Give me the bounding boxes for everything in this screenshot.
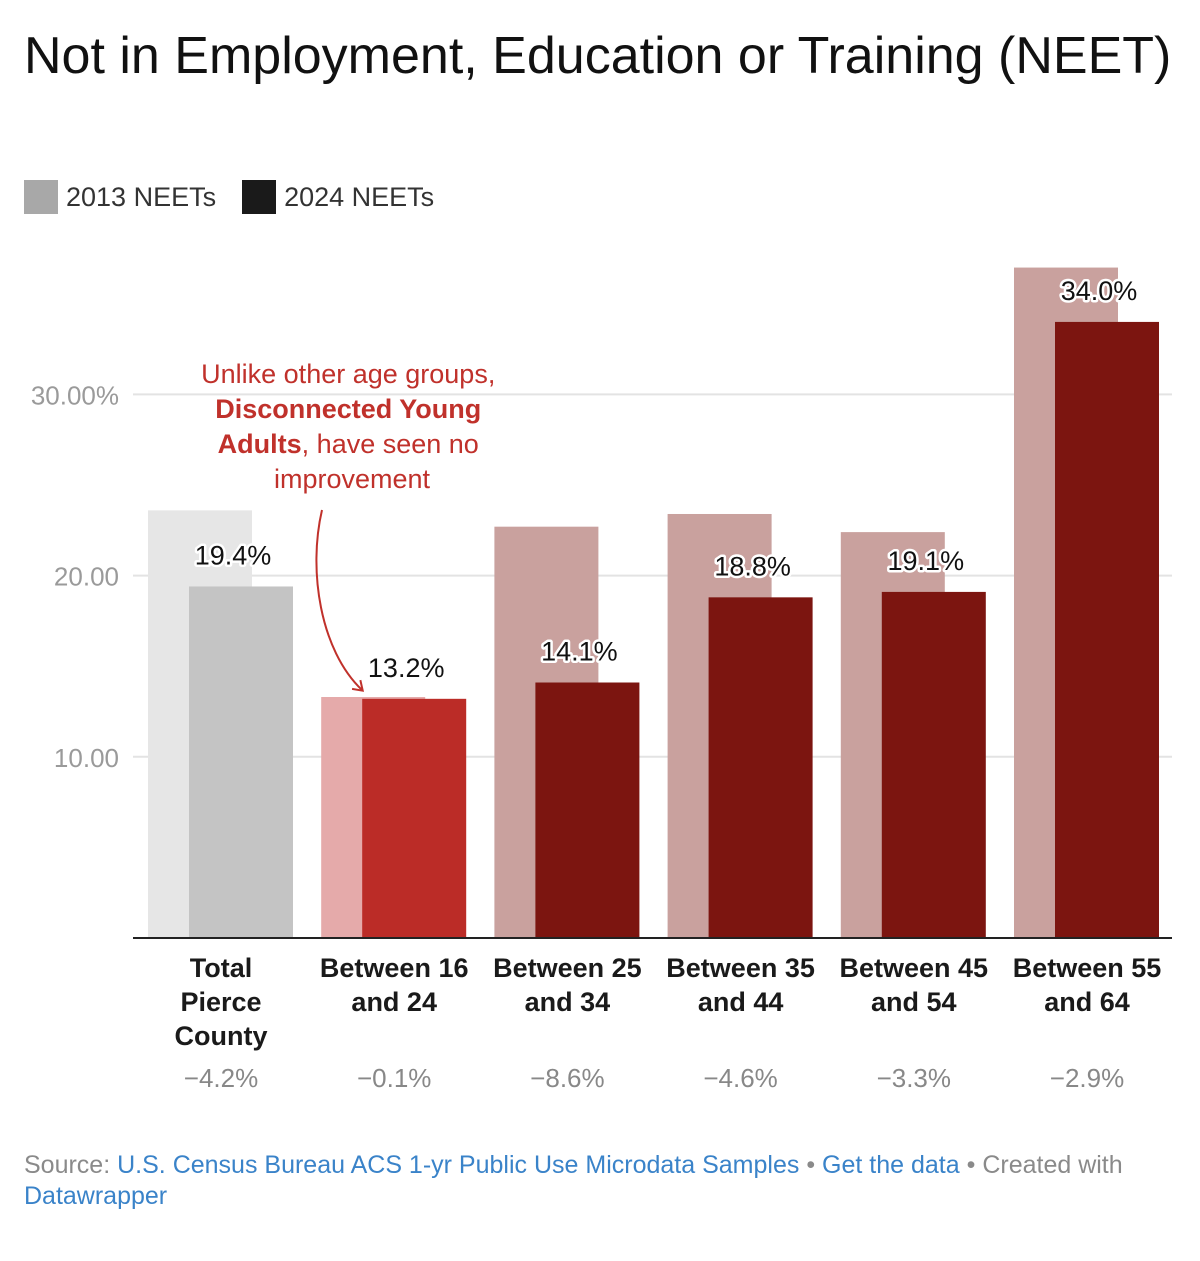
footer: Source: U.S. Census Bureau ACS 1-yr Publ… <box>24 1150 1174 1212</box>
x-tick-label: and 44 <box>698 987 784 1017</box>
legend-swatch-2024 <box>242 180 277 214</box>
annotation-line-1: Unlike other age groups, <box>201 359 495 389</box>
created-with-text: Created with <box>982 1151 1123 1179</box>
change-label: −8.6% <box>530 1063 604 1093</box>
data-label: 13.2% <box>368 653 445 683</box>
annotation-bold-2: Adults <box>218 429 302 459</box>
bar-2024 <box>189 586 293 938</box>
annotation-text: Unlike other age groups, Disconnected Yo… <box>201 359 503 494</box>
x-tick-label: Between 25 <box>493 953 642 983</box>
bar-2024 <box>535 682 640 938</box>
data-label: 19.4% <box>195 540 272 570</box>
x-tick-label: Between 16 <box>320 953 469 983</box>
data-label: 14.1% <box>541 637 618 667</box>
y-tick-label: 30.00% <box>31 380 119 410</box>
x-tick-label: Between 35 <box>666 953 815 983</box>
bars-layer <box>148 267 1159 938</box>
annotation-line-4: improvement <box>274 464 431 494</box>
x-tick-label: and 24 <box>351 987 437 1017</box>
x-tick-label: and 64 <box>1044 987 1130 1017</box>
x-tick-label: Total <box>190 953 253 983</box>
data-label: 18.8% <box>714 551 791 581</box>
annotation: Unlike other age groups, Disconnected Yo… <box>201 359 503 692</box>
data-label: 34.0% <box>1061 276 1138 306</box>
separator-dot: • <box>966 1151 976 1179</box>
legend-item-2024: 2024 NEETs <box>242 180 434 214</box>
chart-title: Not in Employment, Education or Training… <box>24 27 1172 85</box>
change-label: −0.1% <box>357 1063 431 1093</box>
bar-2024 <box>881 591 986 938</box>
x-tick-label: County <box>175 1021 268 1051</box>
change-label: −4.2% <box>184 1063 258 1093</box>
grid-layer: 10.00 20.00 30.00% <box>31 380 1172 773</box>
annotation-line-3-rest: , have seen no <box>302 429 479 459</box>
legend-item-2013: 2013 NEETs <box>24 180 216 214</box>
legend-swatch-2013 <box>24 180 58 214</box>
legend: 2013 NEETs 2024 NEETs <box>24 180 460 214</box>
x-tick-label: and 34 <box>525 987 611 1017</box>
legend-label-2024: 2024 NEETs <box>284 181 435 212</box>
source-link[interactable]: U.S. Census Bureau ACS 1-yr Public Use M… <box>117 1151 800 1179</box>
annotation-bold-text: Disconnected Young <box>215 394 481 424</box>
x-tick-label: Pierce <box>180 987 261 1017</box>
x-tick-label: Between 45 <box>840 953 989 983</box>
y-tick-label: 10.00 <box>54 743 119 773</box>
data-label: 19.1% <box>888 546 965 576</box>
separator-dot: • <box>806 1151 816 1179</box>
x-tick-label: and 54 <box>871 987 957 1017</box>
y-tick-label: 20.00 <box>54 562 119 592</box>
labels-layer: 19.4% Total Pierce County −4.2% 13.2% Between … <box>133 273 1172 1093</box>
bar-2024 <box>362 698 467 938</box>
source-prefix: Source: <box>24 1151 111 1179</box>
change-label: −2.9% <box>1050 1063 1124 1093</box>
bar-2024 <box>708 597 813 938</box>
annotation-line-3: Adults, have seen no <box>218 429 479 459</box>
get-data-link[interactable]: Get the data <box>822 1151 960 1179</box>
datawrapper-link[interactable]: Datawrapper <box>24 1182 168 1210</box>
change-label: −3.3% <box>877 1063 951 1093</box>
change-label: −4.6% <box>703 1063 777 1093</box>
x-tick-label: Between 55 <box>1013 953 1162 983</box>
bar-2024 <box>1055 321 1159 938</box>
legend-label-2013: 2013 NEETs <box>66 181 217 212</box>
annotation-arrow <box>315 509 365 692</box>
